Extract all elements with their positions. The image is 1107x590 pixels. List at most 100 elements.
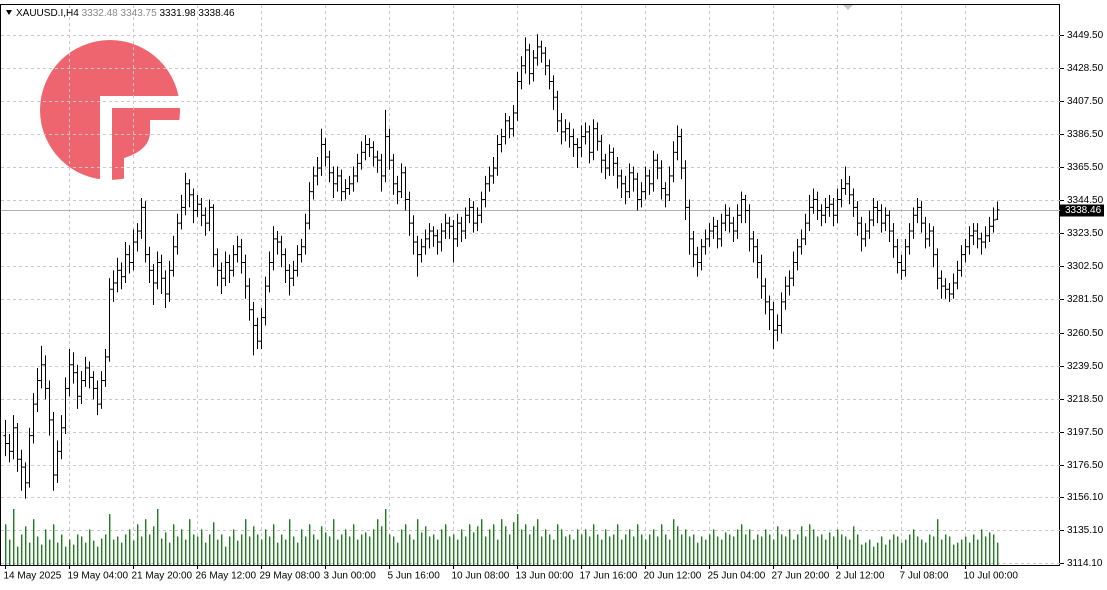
volume-bar <box>933 536 935 565</box>
x-tick-label: 2 Jul 12:00 <box>836 571 885 582</box>
volume-bar <box>909 534 911 565</box>
volume-bar <box>517 514 519 565</box>
volume-bar <box>665 534 667 565</box>
volume-bar <box>469 524 471 565</box>
volume-bar <box>589 536 591 565</box>
volume-bar <box>777 526 779 565</box>
y-tick-label: 3176.50 <box>1067 460 1104 471</box>
volume-bar <box>693 534 695 565</box>
volume-bar <box>585 529 587 565</box>
volume-bar <box>353 524 355 565</box>
volume-bar <box>93 540 95 565</box>
x-tick-label: 27 Jun 20:00 <box>772 571 830 582</box>
volume-bar <box>437 539 439 565</box>
volume-bar <box>529 534 531 565</box>
volume-bar <box>845 536 847 565</box>
shift-marker <box>843 5 853 10</box>
volume-bar <box>173 524 175 565</box>
volume-bar <box>993 534 995 565</box>
y-tick-label: 3323.50 <box>1067 228 1104 239</box>
volume-bar <box>685 529 687 565</box>
volume-bar <box>341 534 343 565</box>
volume-bar <box>305 536 307 565</box>
volume-bar <box>537 519 539 565</box>
x-tick-label: 19 May 04:00 <box>68 571 129 582</box>
volume-bar <box>837 529 839 565</box>
volume-bar <box>653 529 655 565</box>
x-tick-label: 3 Jun 00:00 <box>324 571 377 582</box>
volume-bar <box>397 542 399 565</box>
volume-bar <box>53 524 55 565</box>
volume-bar <box>201 529 203 565</box>
volume-bar <box>121 542 123 565</box>
volume-bar <box>21 534 23 565</box>
volume-bar <box>561 529 563 565</box>
volume-bar <box>905 539 907 565</box>
volume-bar <box>333 519 335 565</box>
volume-bar <box>921 539 923 565</box>
volume-bar <box>505 526 507 565</box>
volume-bar <box>433 534 435 565</box>
volume-bar <box>785 536 787 565</box>
y-tick-label: 3197.50 <box>1067 427 1104 438</box>
volume-bar <box>69 539 71 565</box>
y-tick-label: 3302.50 <box>1067 261 1104 272</box>
volume-bar <box>621 539 623 565</box>
volume-bar <box>637 524 639 565</box>
volume-bar <box>221 534 223 565</box>
x-tick-label: 21 May 20:00 <box>132 571 193 582</box>
volume-bar <box>737 529 739 565</box>
volume-bar <box>781 534 783 565</box>
volume-bar <box>65 546 67 565</box>
y-tick-label: 3449.50 <box>1067 30 1104 41</box>
volume-bar <box>273 524 275 565</box>
volume-bar <box>853 526 855 565</box>
y-tick-label: 3407.50 <box>1067 96 1104 107</box>
volume-bar <box>949 536 951 565</box>
volume-bar <box>81 536 83 565</box>
volume-bar <box>373 529 375 565</box>
volume-bar <box>141 536 143 565</box>
volume-bar <box>189 519 191 565</box>
volume-bar <box>733 536 735 565</box>
volume-bar <box>873 546 875 565</box>
menu-arrow[interactable] <box>6 10 12 15</box>
y-tick-label: 3156.10 <box>1067 492 1104 503</box>
volume-bar <box>193 534 195 565</box>
volume-bar <box>337 539 339 565</box>
volume-bar <box>889 539 891 565</box>
volume-bar <box>389 534 391 565</box>
price-axis: 3449.50 3428.50 3407.50 3386.50 3365.50 3344.… <box>4 30 1104 582</box>
volume-bar <box>449 536 451 565</box>
volume-bar <box>697 542 699 565</box>
volume-bar <box>453 534 455 565</box>
volume-bar <box>857 534 859 565</box>
volume-bar <box>813 529 815 565</box>
volume-bar <box>461 529 463 565</box>
volume-bar <box>489 529 491 565</box>
volume-bar <box>745 534 747 565</box>
volume-bar <box>249 536 251 565</box>
volume-bar <box>945 534 947 565</box>
volume-bar <box>149 534 151 565</box>
volume-bar <box>937 519 939 565</box>
volume-bar <box>741 524 743 565</box>
volume-bar <box>997 542 999 565</box>
x-tick-label: 29 May 08:00 <box>260 571 321 582</box>
volume-bar <box>493 524 495 565</box>
volume-bar <box>609 536 611 565</box>
volume-bar <box>33 519 35 565</box>
volume-bar <box>669 539 671 565</box>
volume-bar <box>509 534 511 565</box>
volume-bar <box>849 539 851 565</box>
volume-bar <box>981 529 983 565</box>
volume-bar <box>645 539 647 565</box>
volume-bar <box>125 534 127 565</box>
volume-bar <box>313 534 315 565</box>
volume-bar <box>145 519 147 565</box>
volume-bar <box>169 542 171 565</box>
volume-bar <box>177 536 179 565</box>
volume-bar <box>57 542 59 565</box>
volume-bar <box>317 539 319 565</box>
